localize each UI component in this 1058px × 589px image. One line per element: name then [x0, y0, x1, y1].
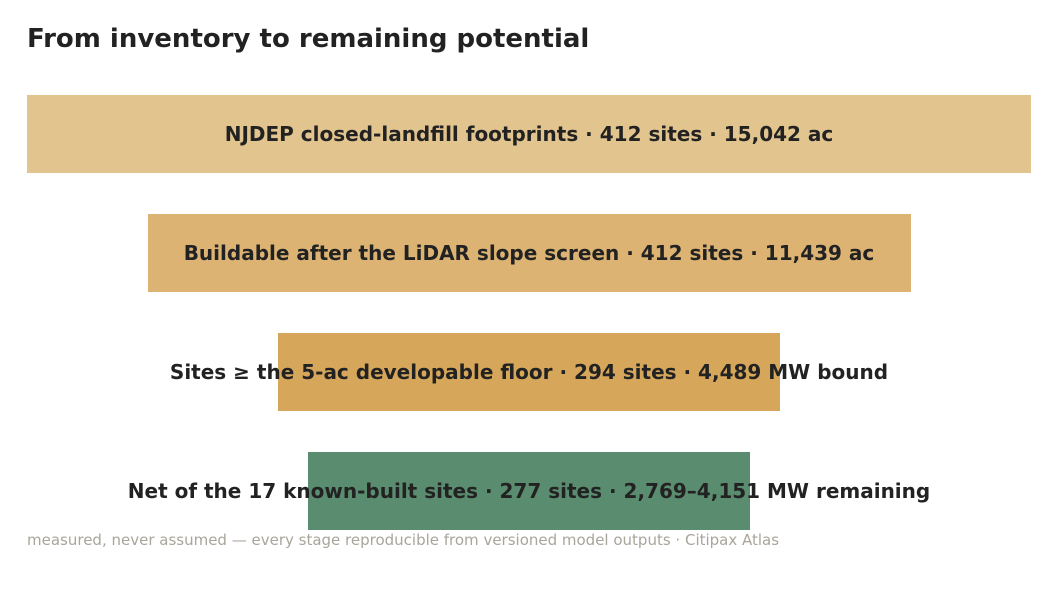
funnel-stage-bar-4 — [308, 452, 750, 530]
funnel-stage-bar-2 — [147, 214, 911, 292]
funnel-stage-label-1: NJDEP closed-landfill footprints · 412 s… — [224, 122, 834, 146]
chart-title: From inventory to remaining potential — [27, 24, 590, 54]
funnel-stage-label-4: Net of the 17 known-built sites · 277 si… — [127, 479, 931, 503]
footnote: measured, never assumed — every stage re… — [27, 531, 780, 549]
funnel-stage-bar-3 — [278, 333, 780, 411]
funnel-stage-bar-1 — [27, 95, 1031, 173]
funnel-stage-label-3: Sites ≥ the 5-ac developable floor · 294… — [169, 360, 889, 384]
funnel-stage-label-2: Buildable after the LiDAR slope screen ·… — [183, 241, 875, 265]
